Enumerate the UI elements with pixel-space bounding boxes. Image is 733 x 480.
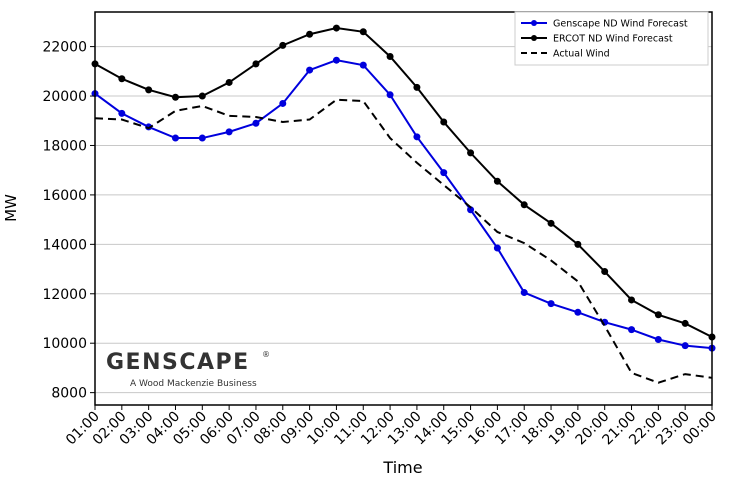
data-point — [252, 60, 260, 68]
logo: GENSCAPE ® A Wood Mackenzie Business — [106, 350, 270, 389]
data-point — [681, 319, 689, 327]
data-point — [413, 133, 421, 141]
data-point — [359, 28, 367, 36]
series-line — [94, 59, 713, 350]
data-point — [171, 93, 179, 101]
data-point — [252, 119, 260, 127]
data-point — [145, 123, 153, 131]
data-point — [225, 128, 233, 136]
data-point — [654, 336, 662, 343]
legend-marker — [531, 35, 537, 41]
data-point — [332, 24, 340, 32]
x-axis-label: Time — [382, 458, 422, 477]
y-tick-label: 8000 — [51, 386, 87, 402]
data-point — [467, 149, 475, 157]
data-point — [681, 342, 689, 350]
data-point — [520, 201, 528, 209]
logo-name: GENSCAPE — [106, 350, 250, 375]
series-lines — [91, 24, 716, 384]
data-point — [198, 134, 206, 142]
data-point — [440, 118, 448, 126]
logo-registered: ® — [262, 350, 270, 359]
data-point — [198, 92, 206, 100]
data-point — [145, 86, 153, 94]
gridlines — [95, 46, 712, 394]
data-point — [279, 41, 287, 49]
data-point — [332, 56, 340, 64]
data-point — [493, 244, 501, 252]
data-point — [467, 206, 475, 214]
y-ticks: 8000 10000 12000 14000 16000 18000 20000 22000 — [42, 40, 95, 402]
y-tick-label: 18000 — [42, 138, 87, 154]
y-tick-label: 22000 — [42, 40, 87, 56]
data-point — [574, 308, 582, 316]
data-point — [493, 177, 501, 185]
legend-label: Actual Wind — [553, 49, 610, 60]
y-axis-label: MW — [2, 194, 20, 222]
logo-tagline: A Wood Mackenzie Business — [130, 379, 257, 389]
data-point — [628, 296, 636, 304]
y-tick-label: 16000 — [42, 188, 87, 204]
legend: Genscape ND Wind Forecast ERCOT ND Wind F… — [514, 11, 709, 66]
data-point — [359, 61, 367, 69]
data-point — [440, 169, 448, 177]
y-tick-label: 12000 — [42, 287, 87, 303]
data-point — [547, 219, 555, 227]
plot-frame — [94, 11, 713, 406]
data-point — [601, 268, 609, 276]
series-line — [94, 27, 713, 338]
data-point — [118, 109, 126, 117]
legend-label: ERCOT ND Wind Forecast — [553, 34, 673, 45]
data-point — [306, 66, 314, 74]
data-point — [654, 311, 662, 319]
data-point — [547, 300, 555, 308]
data-point — [628, 326, 636, 334]
data-point — [306, 30, 314, 38]
series-line — [94, 98, 713, 384]
legend-marker — [531, 20, 537, 26]
data-point — [386, 91, 394, 99]
legend-label: Genscape ND Wind Forecast — [553, 19, 688, 30]
data-point — [279, 99, 287, 107]
data-point — [225, 78, 233, 86]
data-point — [574, 240, 582, 248]
y-tick-label: 20000 — [42, 89, 87, 105]
data-point — [171, 134, 179, 142]
data-point — [118, 75, 126, 83]
y-tick-label: 14000 — [42, 237, 87, 253]
data-point — [413, 83, 421, 91]
x-ticks: 01:0002:0003:0004:0005:0006:0007:0008:00… — [63, 405, 720, 448]
data-point — [386, 52, 394, 60]
y-tick-label: 10000 — [42, 336, 87, 352]
data-point — [520, 289, 528, 297]
